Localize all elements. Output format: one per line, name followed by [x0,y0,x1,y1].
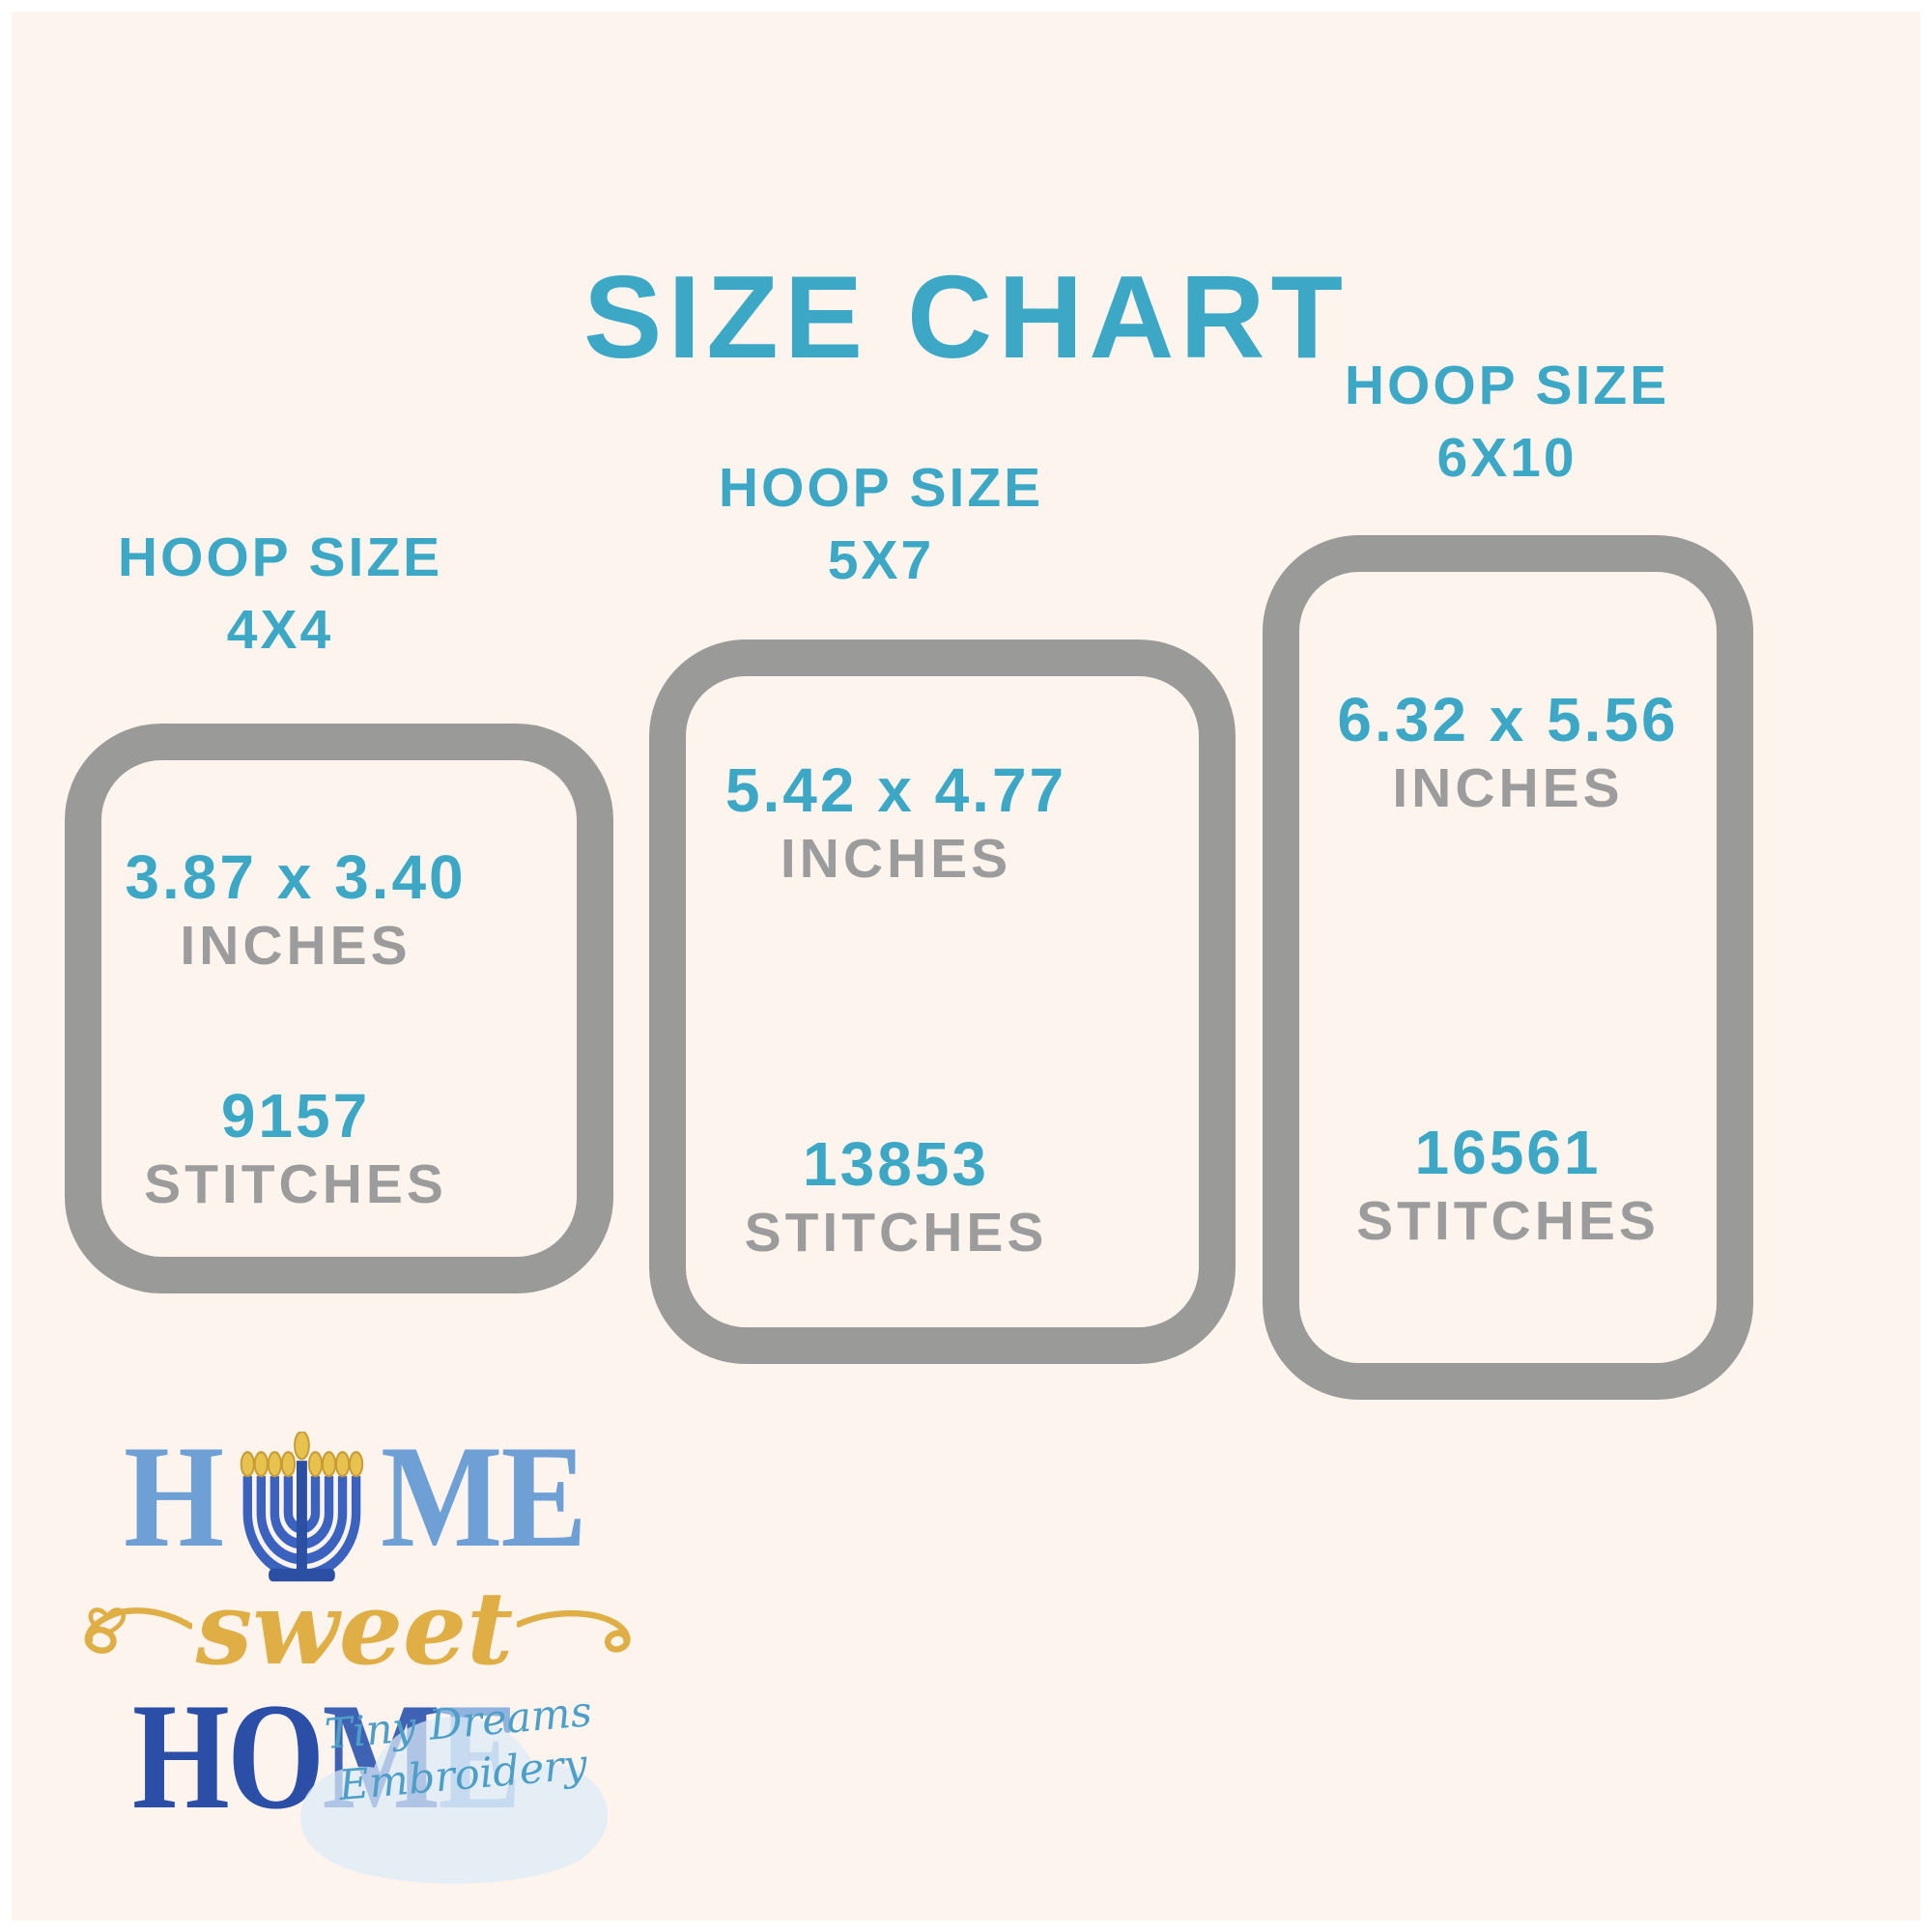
cloud-watermark-icon [299,1717,609,1885]
stitch-count-value: 13853 [803,1129,989,1199]
design-size-5x7: 5.42 x 4.77 INCHES [639,755,1152,891]
hoop-outline-4x4: 3.87 x 3.40 INCHES 9157 STITCHES [65,724,613,1293]
hoop-label-line2: 4X4 [226,599,334,662]
hoop-label-4x4: HOOP SIZE 4X4 [39,522,522,667]
curl-flourish-icon [517,1610,631,1653]
stitch-count-5x7: 13853 STITCHES [639,1129,1152,1264]
design-size-unit: INCHES [780,828,1012,891]
logo-home-top: H [124,1376,587,1582]
design-size-value: 5.42 x 4.77 [724,755,1067,825]
heart-flourish-icon [84,1607,192,1654]
stitch-count-6x10: 16561 STITCHES [1299,1118,1717,1253]
hoop-label-line2: 5X7 [827,529,935,592]
design-size-value: 6.32 x 5.56 [1337,685,1679,754]
page-title: SIZE CHART [583,251,1349,383]
hoop-label-5x7: HOOP SIZE 5X7 [639,452,1122,597]
hoop-label-line2: 6X10 [1436,427,1577,490]
menorah-icon [240,1432,363,1582]
logo-sweet-row: sweet [84,1569,631,1688]
logo-letter-h2: H [131,1672,230,1841]
stitch-count-unit: STITCHES [744,1202,1048,1264]
hoop-label-6x10: HOOP SIZE 6X10 [1265,350,1748,495]
logo-letters-me: ME [381,1415,587,1578]
design-size-4x4: 3.87 x 3.40 INCHES [58,842,533,978]
hoop-label-line1: HOOP SIZE [117,526,443,588]
stitch-count-4x4: 9157 STITCHES [58,1081,533,1216]
hoop-outline-6x10: 6.32 x 5.56 INCHES 16561 STITCHES [1263,535,1753,1400]
stitch-count-unit: STITCHES [1356,1190,1660,1253]
design-size-value: 3.87 x 3.40 [125,842,467,912]
hoop-label-line1: HOOP SIZE [718,457,1044,519]
logo-word-sweet: sweet [195,1569,514,1688]
design-size-unit: INCHES [1392,757,1624,820]
stitch-count-value: 9157 [220,1081,371,1151]
stitch-count-value: 16561 [1414,1118,1602,1187]
design-size-unit: INCHES [180,915,412,978]
menorah-flames [240,1432,363,1478]
hoop-outline-5x7: 5.42 x 4.77 INCHES 13853 STITCHES [649,639,1236,1364]
brand-logo: H [84,1376,631,1920]
stitch-count-unit: STITCHES [144,1153,447,1216]
logo-letter-h: H [124,1415,224,1578]
hoop-label-line1: HOOP SIZE [1344,355,1670,416]
logo-home-bottom: HOME Tiny Dreams Embroidery [113,1681,609,1913]
design-size-6x10: 6.32 x 5.56 INCHES [1299,685,1717,820]
